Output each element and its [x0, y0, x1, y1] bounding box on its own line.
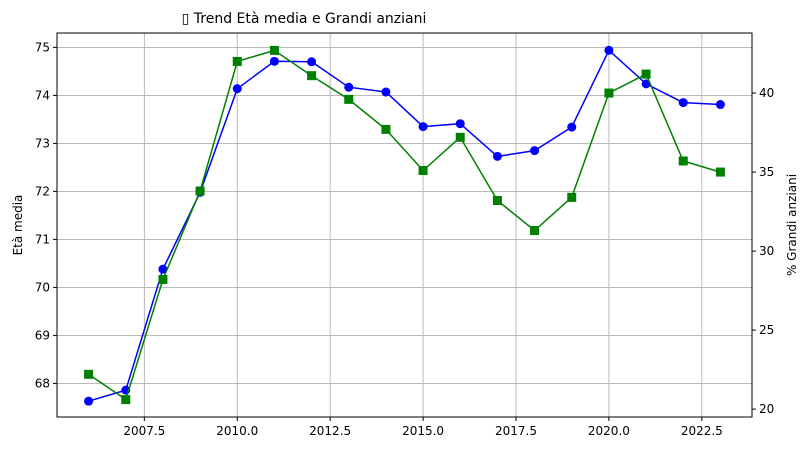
y-axis-right-label: % Grandi anziani	[785, 174, 799, 276]
series-1-point	[418, 122, 428, 132]
y2-tick-label: 30	[759, 244, 774, 258]
series-1-point	[455, 119, 465, 129]
series-1-point	[641, 79, 651, 89]
y2-tick-label: 35	[759, 165, 774, 179]
y-tick-label: 70	[35, 280, 50, 294]
y-tick-label: 71	[35, 232, 50, 246]
y-tick-label: 75	[35, 40, 50, 54]
series-1-point	[307, 57, 317, 67]
series-2-point	[641, 69, 651, 79]
x-tick-label: 2010.0	[216, 424, 258, 438]
grid	[57, 33, 752, 417]
x-tick-label: 2017.5	[495, 424, 537, 438]
x-axis: 2007.5 2010.0 2012.5 2015.0 2017.5 2020.0 2022…	[123, 417, 723, 438]
series-1-point	[158, 264, 168, 274]
series-1-point	[269, 56, 279, 66]
y-tick-label: 68	[35, 376, 50, 390]
series-2-point	[678, 156, 688, 166]
series-2-point	[158, 275, 168, 285]
y-tick-label: 74	[35, 88, 50, 102]
series-2-point	[269, 45, 279, 55]
series-2-point	[604, 88, 614, 98]
series-1-point	[678, 98, 688, 108]
series-2-point	[84, 369, 94, 379]
series-2-point	[195, 186, 205, 196]
series-2-point	[715, 167, 725, 177]
series-2-point	[381, 124, 391, 134]
x-tick-label: 2022.5	[681, 424, 723, 438]
series-line-2	[88, 49, 721, 401]
series-2-point	[530, 226, 540, 236]
x-tick-label: 2015.0	[402, 424, 444, 438]
x-tick-label: 2007.5	[123, 424, 165, 438]
series-1-point	[492, 151, 502, 161]
series-1-point	[604, 45, 614, 55]
plot-frame	[56, 32, 753, 418]
series-2-point	[455, 132, 465, 142]
series-1-point	[567, 122, 577, 132]
y2-tick-label: 20	[759, 402, 774, 416]
y-tick-label: 72	[35, 184, 50, 198]
y2-tick-label: 25	[759, 323, 774, 337]
y-axis-left: 68 69 70 71 72 73 74 75	[35, 40, 57, 390]
series-2-point	[418, 165, 428, 175]
series-2-point	[232, 56, 242, 66]
series-1-point	[344, 82, 354, 92]
series-1-point	[530, 146, 540, 156]
y-axis-left-label: Età media	[11, 195, 25, 256]
series-1-point	[715, 100, 725, 110]
series-1-point	[84, 396, 94, 406]
series-2-point	[121, 395, 131, 405]
series-2-point	[492, 196, 502, 206]
series-1-point	[381, 87, 391, 97]
y2-tick-label: 40	[759, 86, 774, 100]
chart-title: ▯ Trend Età media e Grandi anziani	[182, 11, 427, 27]
x-tick-label: 2020.0	[588, 424, 630, 438]
series-2-point	[307, 71, 317, 81]
y-tick-label: 69	[35, 328, 50, 342]
x-tick-label: 2012.5	[309, 424, 351, 438]
series-line-1	[88, 49, 721, 402]
series-2-point	[344, 94, 354, 104]
y-tick-label: 73	[35, 136, 50, 150]
y-axis-right: 20 25 30 35 40	[752, 86, 774, 416]
series-1-point	[232, 84, 242, 94]
series-2-point	[567, 192, 577, 202]
series-layer	[84, 45, 725, 406]
